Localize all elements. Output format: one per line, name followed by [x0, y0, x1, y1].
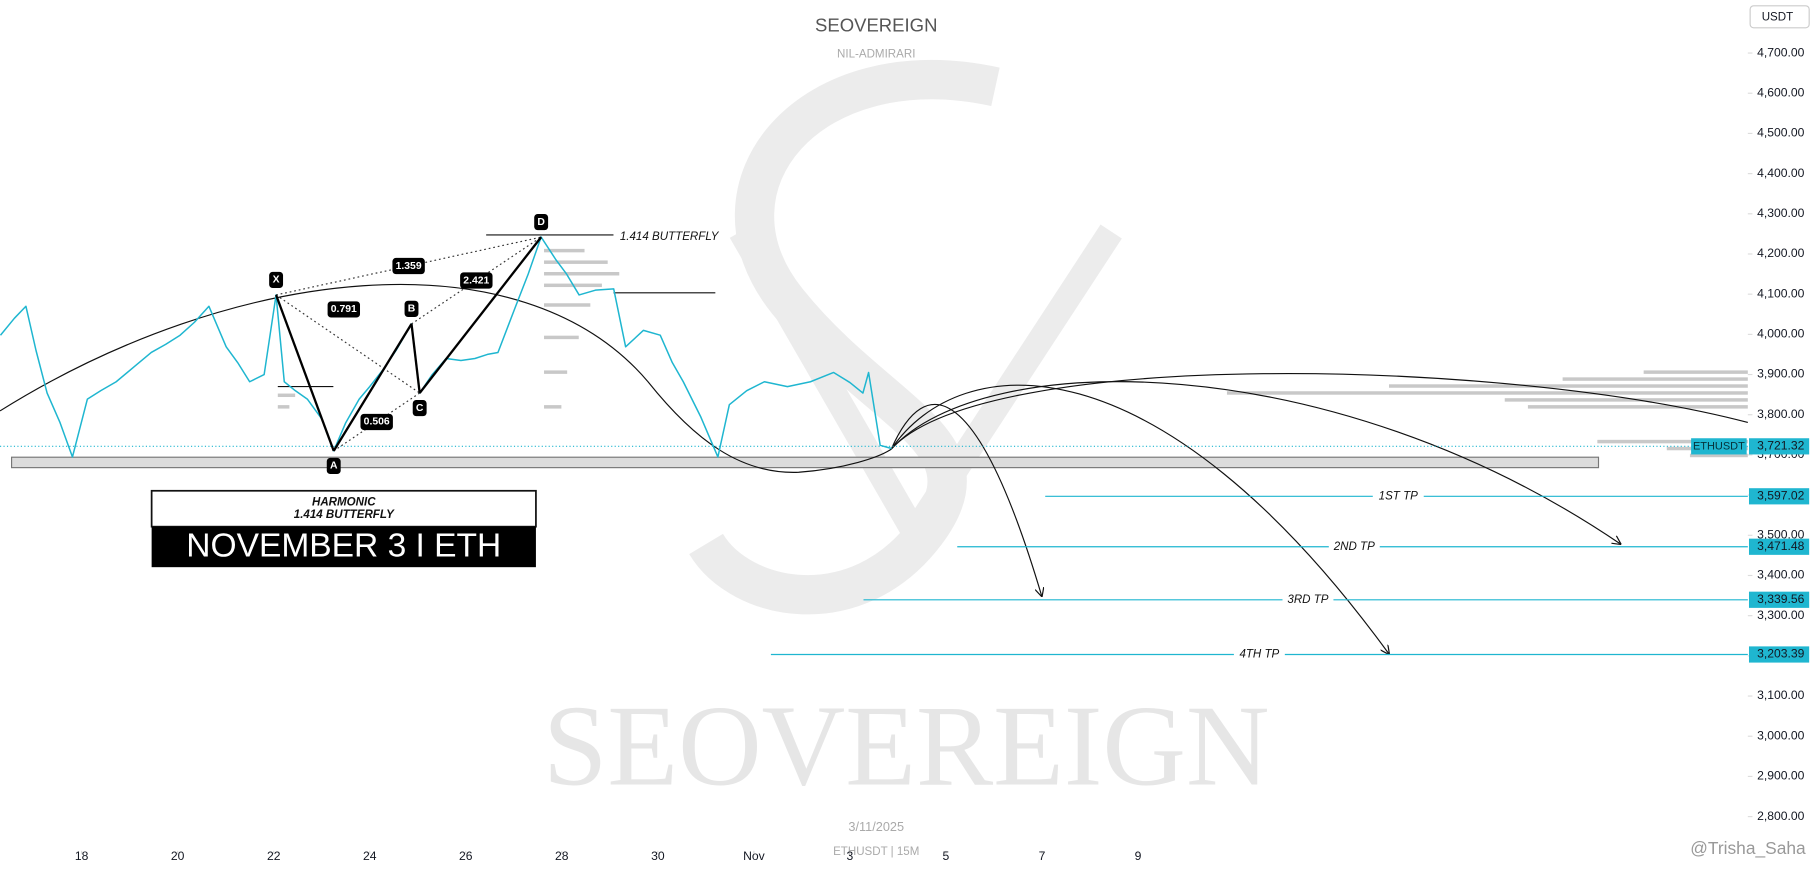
x-tick-label: Nov: [743, 849, 766, 863]
pattern-point-label: D: [537, 217, 545, 228]
y-tick-label: 3,900.00: [1757, 367, 1805, 381]
support-zone: [10, 456, 1600, 469]
y-tick-label: 4,400.00: [1757, 166, 1805, 180]
target-name-bg: [1282, 592, 1334, 607]
pattern-leg: [410, 323, 421, 394]
currency-button[interactable]: [1749, 5, 1810, 29]
y-tick-label: 2,800.00: [1757, 809, 1805, 823]
target-price-label: 3,471.48: [1757, 539, 1805, 553]
caption-headline: NOVEMBER 3 I ETH: [186, 527, 501, 564]
y-tick-label: 4,100.00: [1757, 286, 1805, 300]
caption-line: HARMONIC: [312, 496, 376, 508]
y-tick-label: 3,500.00: [1757, 527, 1805, 541]
ratio-line: [411, 236, 542, 325]
ratio-box: [327, 301, 361, 318]
y-tick-label: 4,200.00: [1757, 246, 1805, 260]
x-tick-label: 28: [555, 849, 569, 863]
handle: @Trisha_Saha: [1690, 838, 1806, 858]
x-tick-label: 20: [171, 849, 185, 863]
last-price-name: ETHUSDT: [1693, 440, 1745, 452]
y-tick-label: 4,000.00: [1757, 327, 1805, 341]
caption-box: [151, 526, 536, 568]
ratio-line: [275, 294, 420, 394]
last-price-label: 3,721.32: [1757, 439, 1805, 453]
x-tick-label: 18: [75, 849, 89, 863]
x-tick-label: 26: [459, 849, 473, 863]
price-line: [0, 236, 892, 458]
target-name-bg: [1328, 539, 1380, 554]
target-name: 1ST TP: [1379, 490, 1418, 502]
chart-title: SEOVEREIGN: [815, 15, 937, 36]
pattern-point: [412, 399, 427, 417]
target-name: 3RD TP: [1287, 594, 1328, 606]
pattern-point: [534, 213, 549, 231]
date-caption: 3/11/2025: [848, 819, 904, 834]
projection-curves: [0, 284, 1748, 654]
target-price-label: 3,203.39: [1757, 647, 1805, 661]
ratio-box: [392, 257, 425, 275]
target-price-box: [1748, 488, 1810, 505]
symbol-caption: ETHUSDT | 15M: [833, 846, 919, 858]
y-tick-label: 3,300.00: [1757, 608, 1805, 622]
last-price-box: [1748, 438, 1810, 455]
pattern-point: [404, 300, 419, 317]
pattern-point-label: B: [408, 304, 416, 315]
x-tick-label: 22: [267, 849, 281, 863]
pattern-name: 1.414 BUTTERFLY: [620, 231, 720, 243]
target-price-box: [1748, 538, 1810, 555]
target-price-box: [1748, 591, 1810, 608]
ratio-box: [360, 413, 393, 431]
target-name-bg: [1233, 647, 1285, 662]
x-tick-label: 30: [651, 849, 665, 863]
ratio-label: 0.506: [364, 417, 390, 428]
pattern-leg: [418, 236, 543, 394]
x-tick-label: 24: [363, 849, 377, 863]
watermark-text: SEOVEREIGN: [543, 683, 1270, 811]
x-tick-label: 5: [943, 849, 950, 863]
caption-box: [150, 489, 537, 528]
target-name: 2ND TP: [1333, 541, 1375, 553]
target-price-label: 3,339.56: [1757, 592, 1805, 606]
x-tick-label: 9: [1135, 849, 1142, 863]
target-price-box: [1748, 646, 1810, 663]
caption-line: 1.414 BUTTERFLY: [294, 509, 395, 521]
ratio-label: 1.359: [396, 261, 422, 272]
target-name-bg: [1372, 489, 1424, 504]
y-tick-label: 3,400.00: [1757, 568, 1805, 582]
x-tick-label: 7: [1039, 849, 1046, 863]
pattern-point: [269, 271, 284, 289]
y-tick-label: 3,800.00: [1757, 407, 1805, 421]
pattern-point: [326, 457, 341, 475]
watermark-monogram: [689, 59, 1000, 615]
target-name: 4TH TP: [1239, 649, 1279, 661]
pattern-point-label: X: [273, 275, 280, 286]
y-tick-label: 4,600.00: [1757, 85, 1805, 99]
ratio-box: [460, 272, 493, 289]
ratio-label: 0.791: [331, 304, 357, 315]
chart-body: SEOVEREIGN HARMONIC 1.414 BUTTERFLY: [0, 5, 1810, 863]
y-tick-label: 4,300.00: [1757, 206, 1805, 220]
y-tick-label: 4,500.00: [1757, 126, 1805, 140]
y-tick-label: 3,100.00: [1757, 688, 1805, 702]
y-tick-label: 2,900.00: [1757, 769, 1805, 783]
x-tick-label: 3: [847, 849, 854, 863]
target-price-label: 3,597.02: [1757, 489, 1805, 503]
chart-subtitle: NIL-ADMIRARI: [837, 48, 915, 60]
y-tick-label: 4,700.00: [1757, 45, 1805, 59]
pattern-leg: [275, 294, 335, 452]
currency-label: USDT: [1762, 11, 1793, 23]
pattern-point-label: C: [416, 403, 424, 414]
last-price-name-box: [1691, 438, 1747, 455]
ratio-label: 2.421: [463, 275, 489, 286]
y-tick-label: 3,000.00: [1757, 728, 1805, 742]
pattern-point-label: A: [330, 461, 338, 472]
watermark-monogram: [729, 224, 1122, 557]
pattern-leg: [332, 323, 413, 452]
